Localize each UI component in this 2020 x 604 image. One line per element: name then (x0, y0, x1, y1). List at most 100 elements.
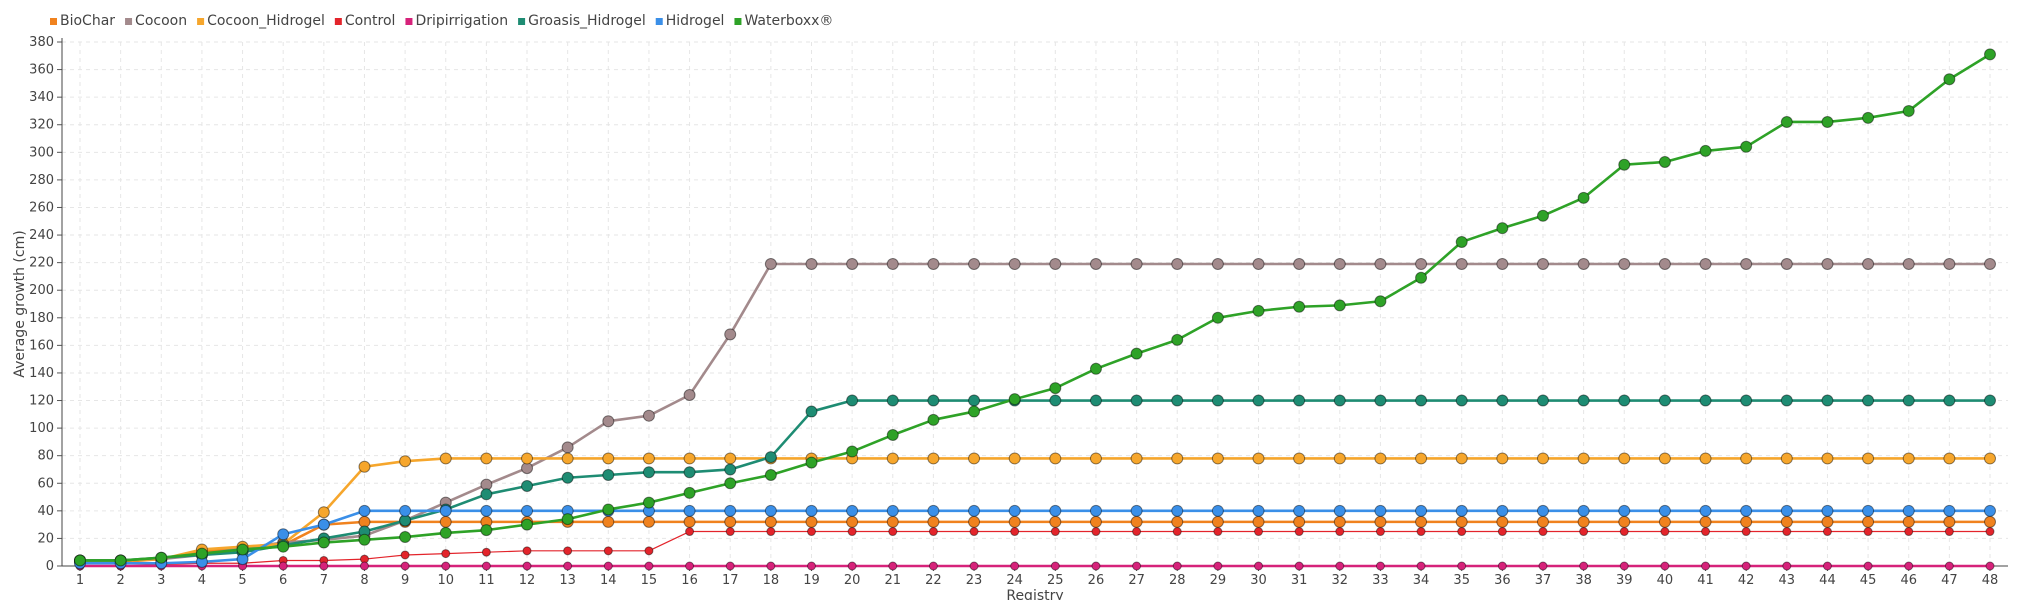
data-point[interactable] (1821, 504, 1834, 517)
data-point[interactable] (439, 526, 452, 539)
data-point[interactable] (1010, 561, 1020, 571)
data-point[interactable] (1008, 504, 1021, 517)
data-point[interactable] (1984, 258, 1996, 271)
data-point[interactable] (1821, 515, 1834, 528)
data-point[interactable] (1618, 258, 1631, 271)
data-point[interactable] (1049, 382, 1062, 395)
data-point[interactable] (1985, 527, 1995, 537)
data-point[interactable] (886, 515, 899, 528)
data-point[interactable] (602, 515, 615, 528)
data-point[interactable] (481, 561, 491, 571)
data-point[interactable] (1294, 527, 1304, 537)
data-point[interactable] (642, 466, 655, 479)
data-point[interactable] (1496, 222, 1509, 235)
data-point[interactable] (642, 452, 655, 465)
data-point[interactable] (1089, 515, 1102, 528)
data-point[interactable] (521, 518, 534, 531)
data-point[interactable] (1333, 258, 1346, 271)
data-point[interactable] (968, 405, 981, 418)
data-point[interactable] (927, 413, 940, 426)
data-point[interactable] (278, 561, 288, 571)
data-point[interactable] (441, 549, 451, 559)
data-point[interactable] (1089, 452, 1102, 465)
data-point[interactable] (886, 452, 899, 465)
data-point[interactable] (846, 504, 859, 517)
data-point[interactable] (968, 515, 981, 528)
data-point[interactable] (1211, 452, 1224, 465)
data-point[interactable] (1984, 452, 1996, 465)
data-point[interactable] (1782, 527, 1792, 537)
data-point[interactable] (1862, 111, 1875, 124)
data-point[interactable] (683, 389, 696, 402)
data-point[interactable] (1132, 561, 1142, 571)
data-point[interactable] (1741, 561, 1751, 571)
data-point[interactable] (1375, 561, 1385, 571)
data-point[interactable] (683, 486, 696, 499)
data-point[interactable] (1211, 311, 1224, 324)
data-point[interactable] (1862, 394, 1875, 407)
data-point[interactable] (1658, 452, 1671, 465)
data-point[interactable] (602, 468, 615, 481)
data-point[interactable] (1618, 394, 1631, 407)
data-point[interactable] (724, 477, 737, 490)
data-point[interactable] (1904, 527, 1914, 537)
data-point[interactable] (1455, 258, 1468, 271)
data-point[interactable] (1821, 394, 1834, 407)
data-point[interactable] (1415, 452, 1428, 465)
data-point[interactable] (644, 546, 654, 556)
data-point[interactable] (1701, 561, 1711, 571)
data-point[interactable] (1618, 158, 1631, 171)
data-point[interactable] (1293, 394, 1306, 407)
data-point[interactable] (847, 561, 857, 571)
legend-item[interactable]: BioChar (50, 13, 115, 29)
data-point[interactable] (1740, 140, 1753, 153)
data-point[interactable] (1782, 561, 1792, 571)
data-point[interactable] (1252, 258, 1265, 271)
data-point[interactable] (642, 496, 655, 509)
data-point[interactable] (1252, 304, 1265, 317)
data-point[interactable] (1496, 515, 1509, 528)
data-point[interactable] (1536, 452, 1549, 465)
data-point[interactable] (1089, 394, 1102, 407)
data-point[interactable] (561, 471, 574, 484)
data-point[interactable] (725, 561, 735, 571)
data-point[interactable] (1577, 191, 1590, 204)
legend-item[interactable]: Cocoon (125, 13, 187, 29)
data-point[interactable] (1333, 452, 1346, 465)
data-point[interactable] (846, 394, 859, 407)
data-point[interactable] (927, 504, 940, 517)
data-point[interactable] (1863, 527, 1873, 537)
data-point[interactable] (1211, 515, 1224, 528)
data-point[interactable] (1089, 504, 1102, 517)
data-point[interactable] (602, 503, 615, 516)
data-point[interactable] (1740, 452, 1753, 465)
data-point[interactable] (439, 515, 452, 528)
data-point[interactable] (683, 452, 696, 465)
data-point[interactable] (1904, 561, 1914, 571)
data-point[interactable] (317, 518, 330, 531)
data-point[interactable] (358, 504, 371, 517)
data-point[interactable] (1741, 527, 1751, 537)
data-point[interactable] (1171, 258, 1184, 271)
data-point[interactable] (399, 455, 412, 468)
data-point[interactable] (1049, 258, 1062, 271)
data-point[interactable] (521, 480, 534, 493)
data-point[interactable] (1333, 394, 1346, 407)
data-point[interactable] (1335, 561, 1345, 571)
data-point[interactable] (683, 504, 696, 517)
data-point[interactable] (400, 561, 410, 571)
data-point[interactable] (561, 513, 574, 526)
data-point[interactable] (968, 452, 981, 465)
data-point[interactable] (1863, 561, 1873, 571)
data-point[interactable] (521, 452, 534, 465)
data-point[interactable] (114, 554, 127, 567)
data-point[interactable] (236, 543, 249, 556)
data-point[interactable] (1130, 452, 1143, 465)
data-point[interactable] (1902, 515, 1915, 528)
data-point[interactable] (724, 328, 737, 341)
data-point[interactable] (1049, 394, 1062, 407)
data-point[interactable] (1821, 115, 1834, 128)
data-point[interactable] (1415, 271, 1428, 284)
data-point[interactable] (1780, 394, 1793, 407)
data-point[interactable] (1374, 295, 1387, 308)
